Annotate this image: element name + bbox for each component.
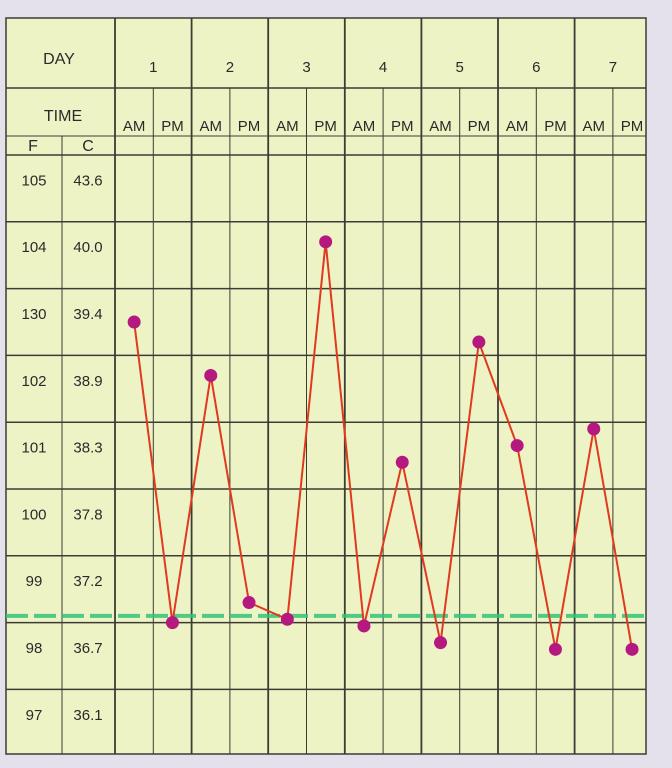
am-label: AM [429,118,452,135]
y-tick-label-c: 36.1 [73,707,102,724]
time-header-label: TIME [44,108,82,125]
day-label: 5 [456,59,464,76]
celsius-header-label: C [82,138,94,155]
data-point [510,439,524,453]
data-point [625,642,639,656]
pm-label: PM [391,118,414,135]
data-point [587,422,601,436]
y-tick-label-c: 37.2 [73,573,102,590]
grid [6,18,646,754]
day-label: 1 [149,59,157,76]
axis-labels: 1 2 3 4 5 6 7 AM PM AM PM AM PM AM PM AM PM AM PM AM PM 105 43… [21,59,643,724]
y-tick-label-c: 36.7 [73,640,102,657]
pm-label: PM [544,118,567,135]
am-label: AM [506,118,529,135]
am-label: AM [583,118,606,135]
am-label: AM [276,118,299,135]
y-tick-label-f: 100 [21,506,46,523]
data-point [434,636,448,650]
data-point [127,315,141,329]
y-tick-label-f: 99 [26,573,43,590]
day-label: 4 [379,59,387,76]
data-point [319,235,333,249]
pm-label: PM [238,118,261,135]
data-point [395,455,409,469]
data-point [548,642,562,656]
data-point [204,368,218,382]
pm-label: PM [314,118,337,135]
pm-label: PM [468,118,491,135]
header: DAY TIME F C [28,51,94,155]
data-point [472,335,486,349]
y-tick-label-f: 97 [26,707,43,724]
y-tick-label-c: 43.6 [73,172,102,189]
pm-label: PM [161,118,184,135]
y-tick-label-c: 38.3 [73,440,102,457]
fahrenheit-header-label: F [28,138,38,155]
pm-label: PM [621,118,644,135]
data-point [165,616,179,630]
y-tick-label-f: 98 [26,640,43,657]
am-label: AM [200,118,223,135]
data-point [280,612,294,626]
data-point [357,619,371,633]
y-tick-label-f: 102 [21,373,46,390]
day-label: 7 [609,59,617,76]
day-header-label: DAY [43,51,75,68]
day-label: 2 [226,59,234,76]
am-label: AM [353,118,376,135]
y-tick-label-c: 39.4 [73,306,102,323]
y-tick-label-c: 38.9 [73,373,102,390]
day-label: 6 [532,59,540,76]
chart-background [5,17,647,755]
y-tick-label-f: 101 [21,440,46,457]
series-temperature [127,235,639,656]
y-tick-label-c: 40.0 [73,239,102,256]
am-label: AM [123,118,146,135]
y-tick-label-f: 104 [21,239,46,256]
day-label: 3 [302,59,310,76]
data-point [242,596,256,610]
series-line [133,241,634,650]
y-tick-label-f: 130 [21,306,46,323]
y-tick-label-c: 37.8 [73,506,102,523]
y-tick-label-f: 105 [21,172,46,189]
